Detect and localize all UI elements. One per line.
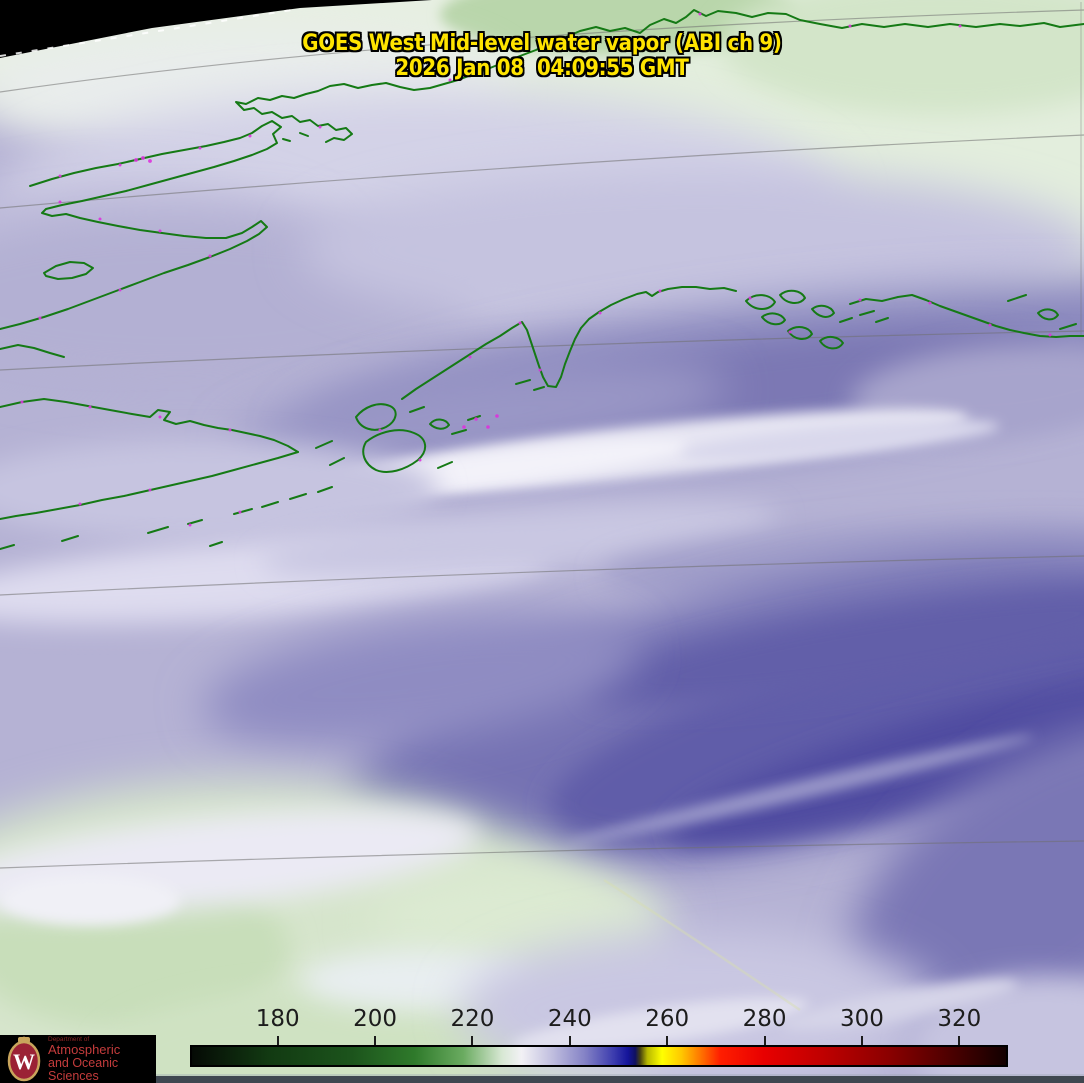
faint-streak	[603, 878, 801, 1012]
logo-name-line-2: and Oceanic Sciences	[48, 1055, 119, 1083]
logo-text: Department of Atmospheric and Oceanic Sc…	[48, 1036, 156, 1083]
coastlines-alaska	[0, 9, 1084, 550]
space-limb-wedge	[0, 0, 432, 58]
title-line-2: 2026 Jan 08 04:09:55 GMT	[395, 56, 689, 81]
bottom-edge-strip	[0, 1076, 1084, 1083]
crest-letter: W	[13, 1049, 35, 1074]
title-line-1: GOES West Mid-level water vapor (ABI ch …	[302, 31, 782, 56]
limb-edge-dashes	[0, 8, 299, 57]
aos-logo: W Department of Atmospheric and Oceanic …	[0, 1035, 156, 1083]
logo-dept-line: Department of	[48, 1035, 90, 1043]
bottom-right-light-zone	[460, 878, 1084, 1083]
logo-name-line-1: Atmospheric	[48, 1041, 121, 1057]
uw-crest-icon: W	[7, 1036, 41, 1082]
dry-air-bottom-left	[0, 780, 670, 1083]
image-title: GOES West Mid-level water vapor (ABI ch …	[0, 31, 1084, 81]
moist-dark-arc	[201, 550, 1084, 1040]
coastline-dots	[20, 12, 1052, 527]
graticule-lines	[0, 2, 1084, 869]
